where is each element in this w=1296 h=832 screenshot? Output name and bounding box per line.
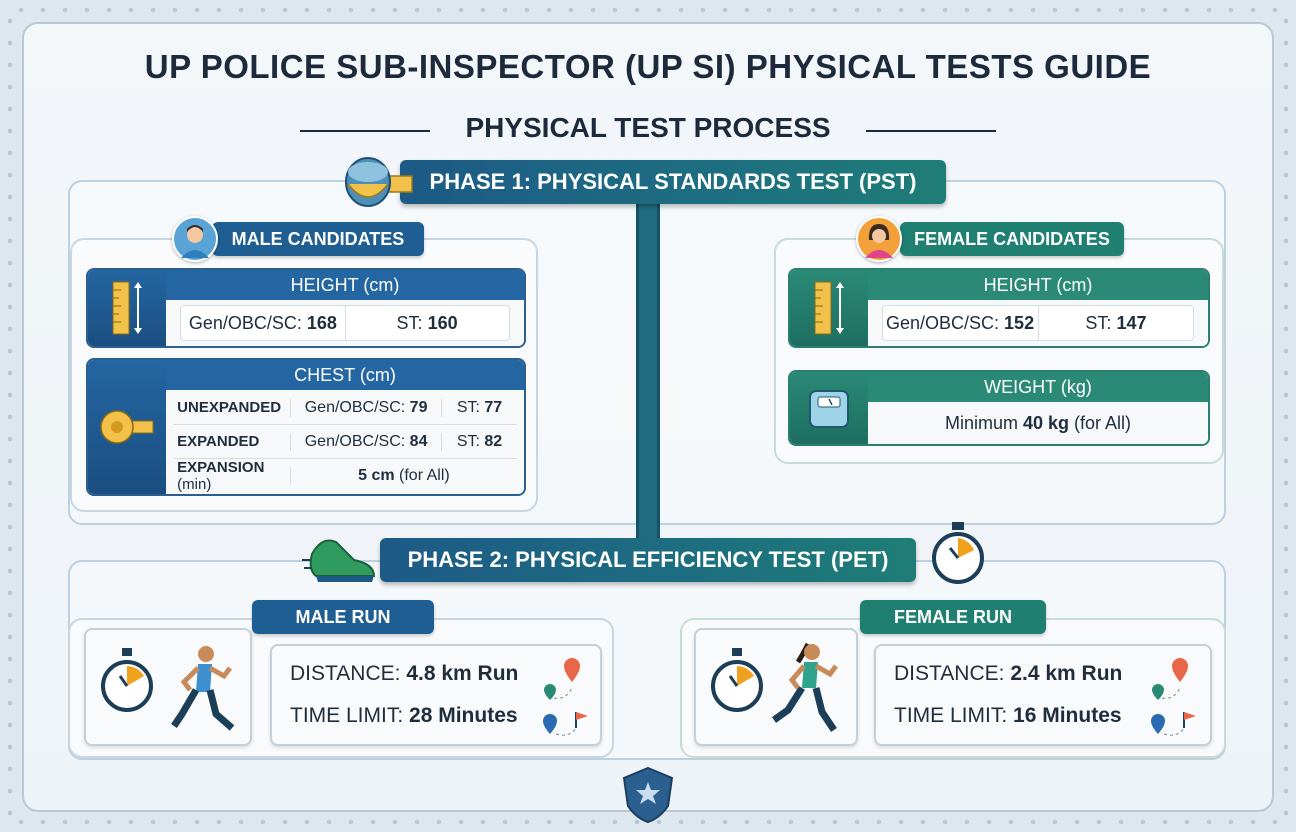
scale-icon [790,372,868,444]
phase1-bar: PHASE 1: PHYSICAL STANDARDS TEST (PST) [400,160,946,204]
section-title: PHYSICAL TEST PROCESS [465,112,831,143]
expansion-label-suffix: (min) [177,476,212,493]
page-title: UP POLICE SUB-INSPECTOR (UP SI) PHYSICAL… [144,48,1152,85]
expansion-value-suffix: (for All) [399,467,450,484]
male-time-value: 28 Minutes [409,704,518,727]
expanded-st-label: ST: [456,432,480,450]
female-height-st-value: 147 [1116,312,1147,333]
female-candidates-label: FEMALE CANDIDATES [914,228,1110,249]
map-pin-icon [1151,658,1196,736]
male-candidates-label: MALE CANDIDATES [231,228,405,249]
border-dots-left [6,10,14,822]
male-height-st-value: 160 [427,312,458,333]
male-run-details: DISTANCE: 4.8 km Run TIME LIMIT: 28 Minu… [270,644,602,746]
weight-prefix: Minimum [944,412,1018,433]
male-distance-value: 4.8 km Run [406,662,519,685]
measuring-tape-icon [344,154,414,215]
unexpanded-gen-label: Gen/OBC/SC: [304,398,406,416]
male-height-st-label: ST: [396,312,423,333]
male-avatar-icon [172,216,218,262]
unexpanded-gen-value: 79 [409,398,428,416]
unexpanded-label: UNEXPANDED [177,399,282,416]
phase2-label: PHASE 2: PHYSICAL EFFICIENCY TEST (PET) [407,547,889,572]
subtitle-rule-right [866,130,996,132]
female-distance-value: 2.4 km Run [1010,662,1123,685]
expanded-st-value: 82 [484,432,503,450]
male-height-card: HEIGHT (cm) Gen/OBC/SC: 168 ST: 160 [86,268,526,348]
male-chest-title: CHEST (cm) [166,360,524,390]
female-avatar-icon [856,216,902,262]
male-run-illustration [84,628,252,746]
ruler-icon [790,270,868,346]
measuring-tape-small-icon [88,360,166,494]
male-height-title: HEIGHT (cm) [166,270,524,300]
male-chest-card: CHEST (cm) UNEXPANDED Gen/OBC/SC: 79 ST:… [86,358,526,496]
female-run-tag: FEMALE RUN [860,600,1046,634]
expansion-value: 5 cm [358,467,395,484]
expansion-label: EXPANSION [177,459,265,476]
expanded-gen-value: 84 [409,432,428,450]
female-height-title: HEIGHT (cm) [868,270,1208,300]
female-weight-title: WEIGHT (kg) [868,372,1208,402]
female-time-value: 16 Minutes [1013,704,1122,727]
female-height-gen-label: Gen/OBC/SC: [885,312,1000,333]
weight-suffix: (for All) [1074,412,1132,433]
chest-table: UNEXPANDED Gen/OBC/SC: 79 ST: 77 EXPANDE… [173,391,517,493]
unexpanded-st-label: ST: [456,398,480,416]
border-dots-top [10,6,1286,14]
expanded-label: EXPANDED [177,433,260,450]
shoe-icon [302,524,378,591]
unexpanded-st-value: 77 [484,398,503,416]
border-dots-right [1282,10,1290,822]
chest-row-expansion: EXPANSION (min) 5 cm (for All) [173,459,517,493]
female-run-details: DISTANCE: 2.4 km Run TIME LIMIT: 16 Minu… [874,644,1212,746]
phase-connector-line [636,200,660,540]
female-height-card: HEIGHT (cm) Gen/OBC/SC: 152 ST: 147 [788,268,1210,348]
female-run-illustration [694,628,858,746]
female-candidates-tag: FEMALE CANDIDATES [900,222,1124,256]
female-run-label: FEMALE RUN [894,606,1012,627]
male-time-label: TIME LIMIT: [290,704,404,727]
phase1-label: PHASE 1: PHYSICAL STANDARDS TEST (PST) [429,169,917,194]
ruler-icon [88,270,166,346]
female-weight-card: WEIGHT (kg) Minimum 40 kg (for All) [788,370,1210,446]
male-height-gen-value: 168 [306,312,337,333]
female-time-label: TIME LIMIT: [894,704,1008,727]
stopwatch-icon [930,520,986,589]
female-distance-label: DISTANCE: [894,662,1005,685]
phase2-bar: PHASE 2: PHYSICAL EFFICIENCY TEST (PET) [380,538,916,582]
female-runner-icon [711,642,838,732]
chest-row-unexpanded: UNEXPANDED Gen/OBC/SC: 79 ST: 77 [173,391,517,425]
chest-row-expanded: EXPANDED Gen/OBC/SC: 84 ST: 82 [173,425,517,459]
male-distance-label: DISTANCE: [290,662,401,685]
female-height-gen-value: 152 [1004,312,1035,333]
female-height-st-label: ST: [1085,312,1112,333]
expanded-gen-label: Gen/OBC/SC: [304,432,406,450]
subtitle-rule-left [300,130,430,132]
police-badge-icon [620,766,676,829]
male-run-label: MALE RUN [295,606,391,627]
male-run-tag: MALE RUN [252,600,434,634]
male-height-gen-label: Gen/OBC/SC: [188,312,302,333]
male-runner-icon [101,646,235,731]
map-pin-icon [543,658,588,736]
weight-value: 40 kg [1022,412,1070,433]
male-candidates-tag: MALE CANDIDATES [212,222,424,256]
